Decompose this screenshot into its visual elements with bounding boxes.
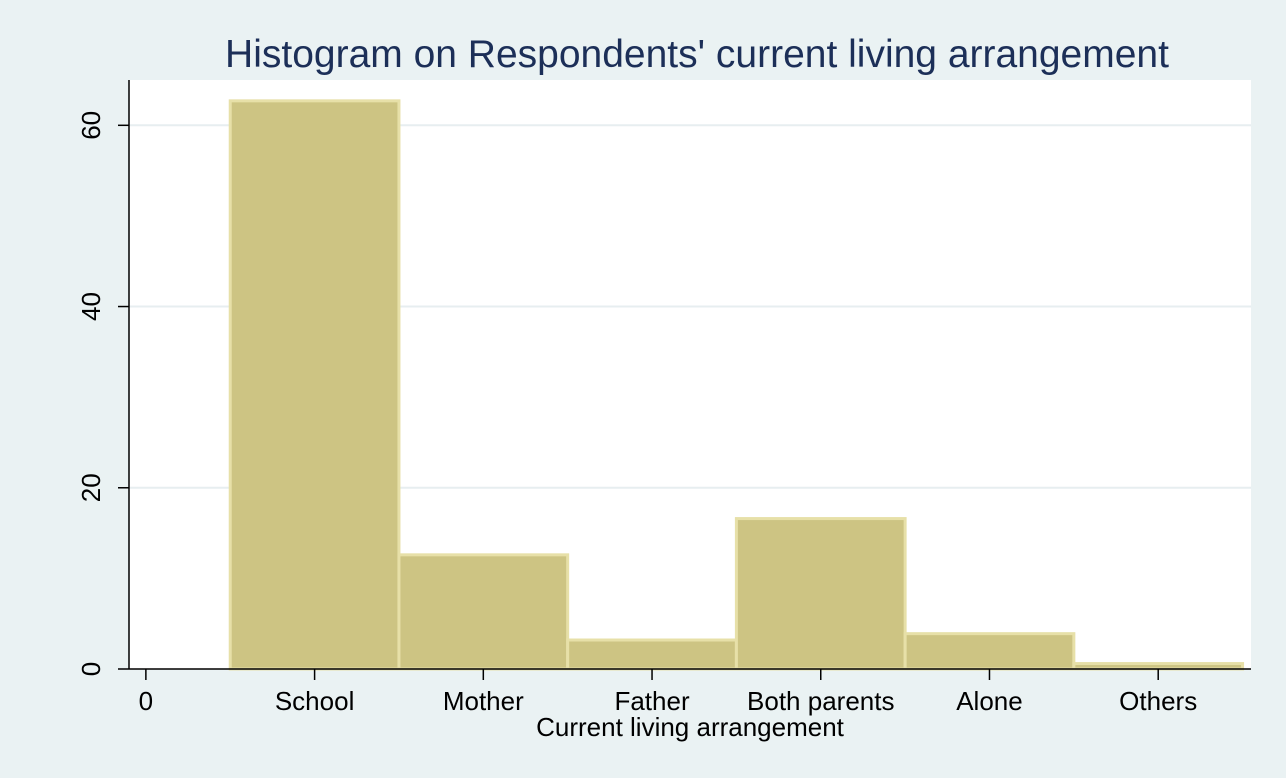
bar-alone xyxy=(903,632,1076,671)
bar-father xyxy=(566,638,738,671)
x-tick-label: School xyxy=(275,686,355,716)
x-tick-label: Others xyxy=(1119,686,1197,716)
x-tick-label: 0 xyxy=(139,686,153,716)
x-tick-label: Both parents xyxy=(747,686,894,716)
y-tick-label: 20 xyxy=(76,473,106,502)
x-axis-title: Current living arrangement xyxy=(536,712,845,742)
x-tick-label: Mother xyxy=(443,686,524,716)
y-tick-label: 40 xyxy=(76,292,106,321)
bar-mother xyxy=(397,553,570,671)
y-tick-label: 0 xyxy=(76,662,106,676)
bars xyxy=(228,99,1245,671)
bar-others xyxy=(1072,662,1245,671)
chart-title: Histogram on Respondents' current living… xyxy=(225,33,1169,76)
axes: 0 20 40 60 0 School Mother Father Both parents Al… xyxy=(76,80,1251,716)
bar-school xyxy=(228,99,401,671)
bar-both-parents xyxy=(734,517,907,671)
y-tick-label: 60 xyxy=(76,111,106,140)
x-tick-label: Father xyxy=(614,686,689,716)
x-tick-label: Alone xyxy=(956,686,1023,716)
